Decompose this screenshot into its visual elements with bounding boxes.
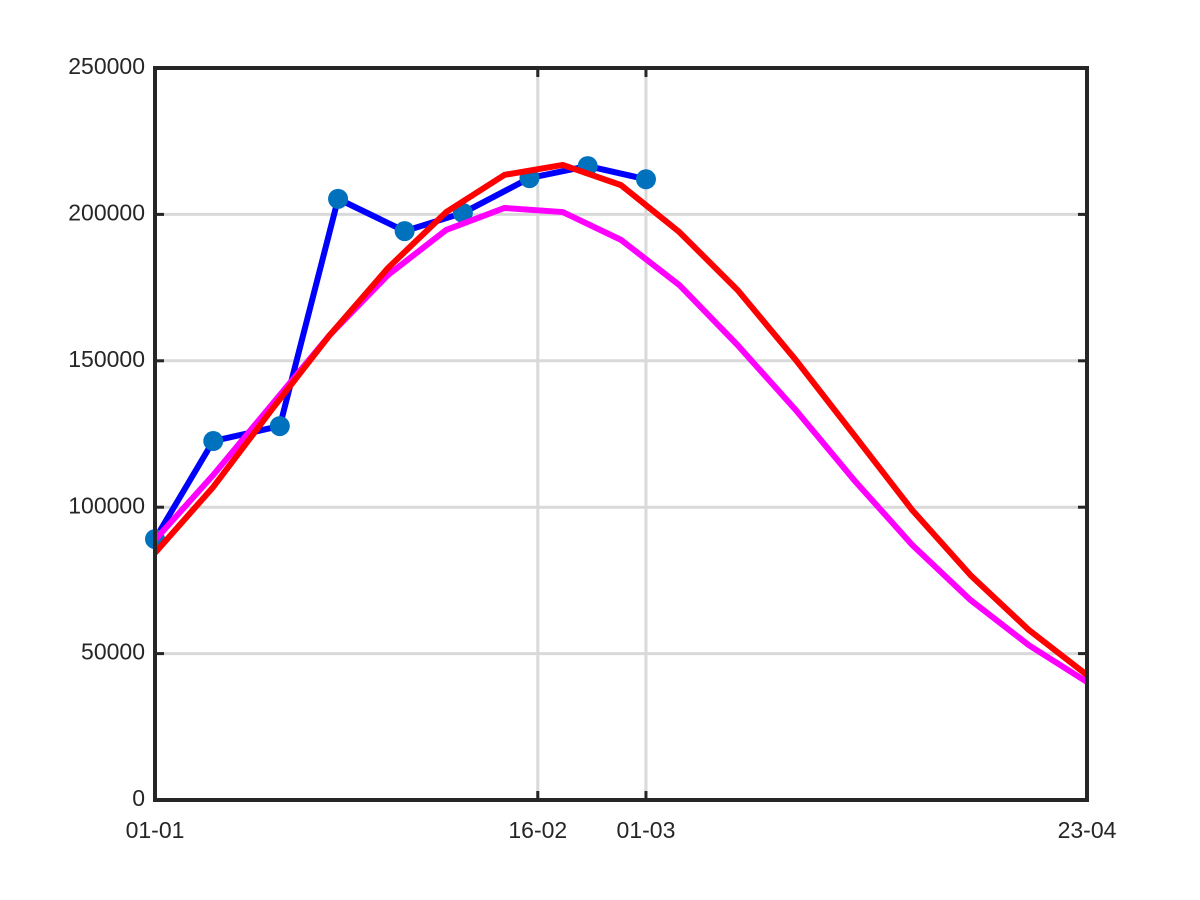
data-marker [328, 188, 349, 209]
data-marker [394, 221, 415, 242]
data-line [152, 161, 1089, 678]
y-tick-label: 250000 [68, 53, 145, 79]
y-tick-label: 200000 [68, 199, 145, 225]
data-marker [635, 169, 656, 190]
axes-box [153, 66, 1089, 802]
x-tick-label: 01-03 [617, 817, 676, 843]
data-marker [203, 431, 224, 452]
y-tick-label: 0 [132, 785, 145, 811]
y-tick-label: 100000 [68, 492, 145, 518]
x-tick-label: 16-02 [508, 817, 567, 843]
y-tick-label: 150000 [68, 346, 145, 372]
x-tick-label: 23-04 [1058, 817, 1117, 843]
data-marker [269, 416, 290, 437]
x-tick-label: 01-01 [126, 817, 185, 843]
plot-area [155, 68, 1087, 800]
y-tick-label: 50000 [81, 639, 145, 665]
